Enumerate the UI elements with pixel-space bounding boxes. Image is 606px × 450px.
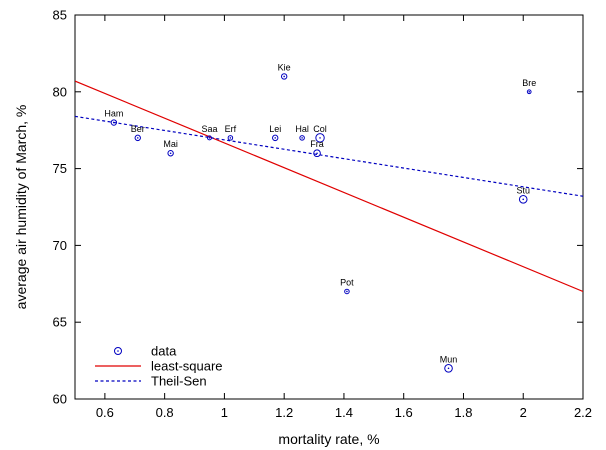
data-point-center [448,367,450,369]
data-points [111,74,531,372]
legend-label: least-square [151,359,223,374]
x-tick-label: 0.6 [96,405,114,420]
point-label: Ber [131,124,145,134]
data-point-center [170,152,172,154]
data-point-center [316,152,318,154]
point-label: Stu [516,185,530,195]
point-label: Ham [104,109,123,119]
data-point-center [209,137,211,139]
x-tick-label: 1.8 [454,405,472,420]
series-line-theil-sen [75,116,583,196]
plot-frame [75,15,583,399]
point-labels: Ham Ber Mai Saa Erf Lei Kie Hal Col Fra Pot Mun Stu B… [104,62,536,364]
fit-lines [75,81,583,291]
data-point-center [346,291,348,293]
axes: 0.6 0.8 1 1.2 1.4 1.6 1.8 2 2.2 60 65 70 75 80 85 [53,8,593,421]
data-point-center [274,137,276,139]
x-tick-label: 2 [520,405,527,420]
point-label: Lei [269,124,281,134]
y-tick-label: 65 [53,315,67,330]
y-tick-label: 75 [53,161,67,176]
legend-label: Theil-Sen [151,374,207,389]
point-label: Col [313,124,327,134]
y-tick-label: 80 [53,84,67,99]
point-label: Mai [163,139,178,149]
point-label: Erf [225,124,237,134]
y-tick-label: 70 [53,238,67,253]
point-label: Bre [522,78,536,88]
legend-label: data [151,344,177,359]
point-label: Pot [340,277,354,287]
point-label: Kie [278,62,291,72]
data-point-center [230,137,232,139]
data-point-center [113,122,115,124]
x-tick-label: 0.8 [156,405,174,420]
data-point-center [137,137,139,139]
y-axis-label: average air humidity of March, % [13,105,29,310]
series-line-least-square [75,81,583,291]
y-tick-label: 85 [53,8,67,23]
x-tick-label: 1 [221,405,228,420]
point-label: Mun [440,354,458,364]
x-axis-label: mortality rate, % [278,431,379,447]
point-label: Saa [201,124,217,134]
x-tick-label: 2.2 [574,405,592,420]
point-label: Hal [295,124,309,134]
x-tick-label: 1.4 [335,405,353,420]
y-tick-label: 60 [53,392,67,407]
x-tick-label: 1.6 [395,405,413,420]
data-point-center [528,91,530,93]
data-point-center [283,76,285,78]
data-point-center [522,199,524,201]
data-point-center [301,137,303,139]
x-tick-label: 1.2 [275,405,293,420]
legend-marker-data-center [117,350,119,352]
point-label: Fra [310,139,324,149]
